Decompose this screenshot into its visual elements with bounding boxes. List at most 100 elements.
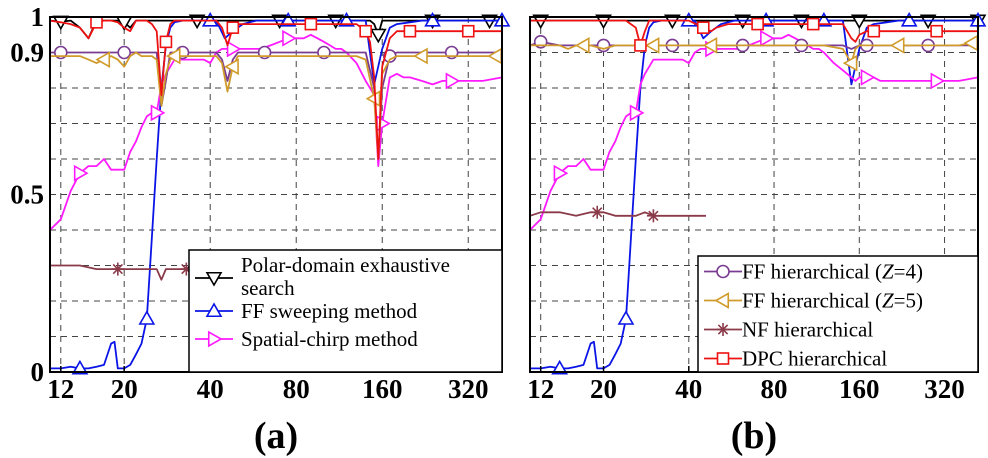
panel-label: (b) bbox=[731, 415, 777, 457]
legend-marker bbox=[205, 302, 223, 318]
legend: FF hierarchical (Z=4) FF hierarchical (Z=… bbox=[697, 255, 979, 373]
series-dpc bbox=[530, 17, 978, 52]
series-marker-nf bbox=[111, 262, 125, 276]
series-marker-ff_sweep bbox=[279, 11, 297, 27]
legend-label: FF hierarchical (Z=4) bbox=[742, 260, 923, 284]
legend-label: FF sweeping method bbox=[241, 299, 418, 323]
series-marker-chirp bbox=[150, 104, 166, 122]
series-marker-nf bbox=[646, 209, 660, 223]
series-marker-dpc bbox=[159, 35, 173, 49]
legend-box bbox=[188, 249, 503, 373]
series-marker-dpc bbox=[634, 39, 647, 52]
series-marker-exhaustive bbox=[850, 14, 868, 30]
series-marker-ff_sweep bbox=[201, 11, 219, 27]
series-chirp bbox=[49, 29, 503, 231]
legend-label-var: Z bbox=[882, 260, 894, 284]
series-marker-chirp bbox=[930, 72, 946, 90]
x-tick-label: 80 bbox=[283, 374, 310, 404]
series-marker-ff_sweep bbox=[617, 310, 635, 325]
y-tick-label: 1 bbox=[31, 2, 45, 32]
series-chirp bbox=[529, 29, 979, 231]
legend-entry: FF hierarchical (Z=5) bbox=[704, 289, 923, 313]
series-marker-dpc bbox=[90, 16, 103, 29]
legend-label-main: NF hierarchical bbox=[742, 318, 873, 342]
legend-marker bbox=[716, 352, 730, 365]
series-marker-nf bbox=[590, 205, 604, 219]
x-tick-label: 320 bbox=[448, 374, 489, 404]
series-marker-ff_z5 bbox=[413, 47, 428, 65]
legend-label: Polar-domain exhaustive bbox=[241, 253, 450, 277]
series-marker-chirp bbox=[73, 164, 89, 182]
ticks: 12 20 40 80 160 320 0 0.5 0.9 1 bbox=[10, 2, 488, 404]
y-tick-label: 0 bbox=[31, 357, 45, 387]
series-marker-ff_sweep bbox=[551, 359, 569, 375]
series-dpc bbox=[49, 16, 502, 160]
x-tick-label: 20 bbox=[111, 374, 138, 404]
y-tick-label: 0.9 bbox=[10, 38, 44, 68]
x-tick-label: 20 bbox=[590, 374, 617, 404]
series-marker-dpc bbox=[867, 24, 881, 38]
x-tick-label: 12 bbox=[527, 374, 554, 404]
x-tick-label: 40 bbox=[197, 374, 224, 404]
x-tick-label: 320 bbox=[924, 374, 965, 404]
panel-a: 12 20 40 80 160 320 0 0.5 0.9 1 (a) Polar-domain ex… bbox=[10, 2, 511, 457]
x-tick-label: 80 bbox=[761, 374, 788, 404]
series-marker-ff_z5 bbox=[574, 37, 590, 54]
series-marker-ff_z5 bbox=[365, 90, 381, 108]
series-ff_z5 bbox=[50, 47, 502, 160]
series-marker-ff_z5 bbox=[889, 37, 905, 54]
y-tick-label: 0.5 bbox=[10, 180, 44, 210]
x-tick-label: 12 bbox=[47, 374, 74, 404]
series-nf bbox=[50, 262, 198, 281]
legend-marker bbox=[205, 271, 223, 287]
series-marker-chirp bbox=[445, 72, 461, 90]
legend-entry: Spatial-chirp method bbox=[195, 327, 418, 351]
legend-label: DPC hierarchical bbox=[742, 347, 887, 371]
panel-label: (a) bbox=[254, 415, 298, 457]
series-marker-ff_sweep bbox=[424, 11, 441, 27]
legend-label: FF hierarchical (Z=5) bbox=[742, 289, 923, 313]
legend-label-main: DPC hierarchical bbox=[742, 347, 887, 371]
x-tick-label: 160 bbox=[839, 374, 880, 404]
legend-label-main: FF hierarchical ( bbox=[742, 260, 882, 284]
legend-entry: NF hierarchical bbox=[704, 318, 873, 342]
legend-marker bbox=[714, 292, 730, 309]
series-marker-dpc bbox=[751, 17, 764, 31]
series-marker-ff_sweep bbox=[900, 11, 918, 27]
legend-label: Spatial-chirp method bbox=[241, 327, 418, 351]
x-tick-label: 160 bbox=[362, 374, 403, 404]
series-nf bbox=[529, 205, 706, 223]
series-marker-ff_sweep bbox=[138, 310, 156, 325]
legend-entry: FF hierarchical (Z=4) bbox=[704, 260, 923, 284]
legend-label: NF hierarchical bbox=[742, 318, 873, 342]
series-marker-dpc bbox=[696, 21, 710, 34]
ticks: 12 20 40 80 160 320 bbox=[527, 366, 965, 404]
series-marker-ff_z5 bbox=[702, 37, 718, 54]
series-marker-dpc bbox=[930, 24, 943, 38]
series-marker-ff_z5 bbox=[224, 58, 239, 76]
series-marker-ff_z5 bbox=[644, 37, 660, 54]
series-marker-ff_z5 bbox=[842, 54, 858, 72]
series-marker-chirp bbox=[760, 29, 775, 47]
series-group bbox=[529, 11, 987, 375]
series-group bbox=[49, 11, 511, 375]
series-marker-exhaustive bbox=[369, 28, 387, 44]
series-marker-nf-stroke bbox=[648, 210, 659, 221]
series-marker-dpc bbox=[304, 17, 318, 31]
series-line-chirp bbox=[529, 33, 979, 231]
series-marker-dpc bbox=[461, 24, 475, 38]
series-marker-dpc bbox=[403, 24, 417, 38]
legend-marker bbox=[207, 330, 223, 348]
series-marker-chirp bbox=[226, 40, 242, 58]
legend-label-var: Z bbox=[882, 289, 894, 313]
series-marker-ff_sweep bbox=[815, 11, 833, 27]
series-marker-chirp bbox=[282, 29, 297, 47]
legend-box bbox=[697, 255, 979, 373]
legend-label-main: FF hierarchical ( bbox=[742, 289, 882, 313]
series-marker-chirp bbox=[629, 104, 645, 122]
series-marker-chirp bbox=[860, 68, 876, 86]
series-marker-dpc bbox=[359, 24, 372, 38]
